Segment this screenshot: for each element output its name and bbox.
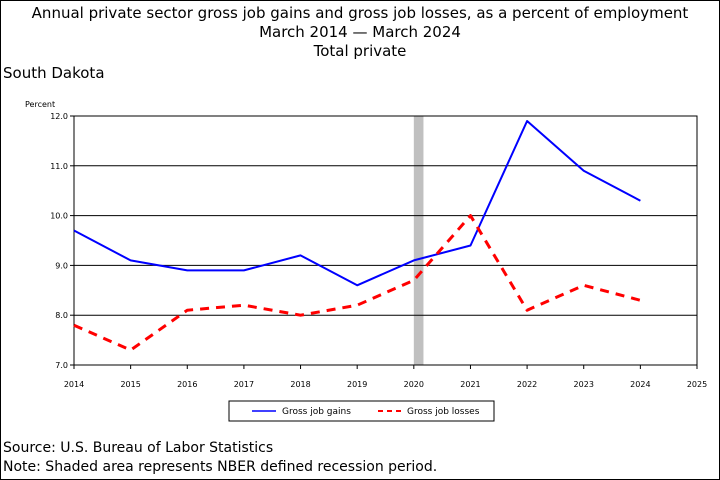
data-point — [185, 268, 189, 272]
x-tick-label: 2020 — [404, 380, 424, 389]
data-point — [355, 303, 359, 307]
data-point — [355, 283, 359, 287]
series-line-gross-job-gains — [73, 120, 641, 287]
x-tick-label: 2017 — [234, 380, 254, 389]
y-tick-label: 7.0 — [55, 361, 68, 370]
x-tick-label: 2024 — [630, 380, 650, 389]
data-point — [582, 283, 586, 287]
legend-label-gross-job-losses: Gross job losses — [407, 407, 480, 417]
x-tick-label: 2018 — [290, 380, 310, 389]
data-point — [129, 258, 133, 262]
legend-label-gross-job-gains: Gross job gains — [282, 407, 351, 417]
data-point — [638, 199, 642, 203]
data-point — [525, 119, 529, 123]
x-tick-label: 2016 — [177, 380, 197, 389]
data-point — [525, 308, 529, 312]
y-axis-label: Percent — [25, 100, 55, 109]
data-point — [72, 229, 76, 233]
chart-title: Annual private sector gross job gains an… — [31, 4, 689, 22]
x-tick-label: 2021 — [460, 380, 480, 389]
data-point — [299, 253, 303, 257]
recession-band — [413, 116, 424, 365]
legend: Gross job gains Gross job losses — [228, 400, 495, 422]
series-line-gross-job-losses — [73, 214, 641, 352]
y-tick-label: 9.0 — [55, 261, 68, 270]
recession-note: Note: Shaded area represents NBER define… — [3, 459, 438, 475]
data-point — [242, 268, 246, 272]
chart-subtitle: Total private — [313, 42, 407, 60]
x-tick-label: 2023 — [574, 380, 594, 389]
data-point — [72, 323, 76, 327]
x-tick-label: 2015 — [120, 380, 140, 389]
data-point — [242, 303, 246, 307]
data-point — [412, 258, 416, 262]
x-tick-label: 2025 — [687, 380, 707, 389]
data-point — [468, 214, 472, 218]
legend-box — [228, 400, 495, 422]
data-point — [638, 298, 642, 302]
data-point — [412, 278, 416, 282]
y-tick-label: 10.0 — [50, 212, 68, 221]
y-tick-label: 11.0 — [50, 162, 68, 171]
x-tick-label: 2014 — [64, 380, 84, 389]
data-point — [582, 169, 586, 173]
x-tick-label: 2022 — [517, 380, 537, 389]
y-tick-label: 8.0 — [55, 311, 68, 320]
data-point — [468, 243, 472, 247]
chart-date-range: March 2014 — March 2024 — [259, 23, 461, 41]
data-point — [299, 313, 303, 317]
source-note: Source: U.S. Bureau of Labor Statistics — [3, 440, 274, 456]
data-point — [129, 348, 133, 352]
y-tick-label: 12.0 — [50, 112, 68, 121]
region-label: South Dakota — [3, 64, 105, 82]
data-point — [185, 308, 189, 312]
x-tick-label: 2019 — [347, 380, 367, 389]
plot-area — [73, 115, 698, 366]
